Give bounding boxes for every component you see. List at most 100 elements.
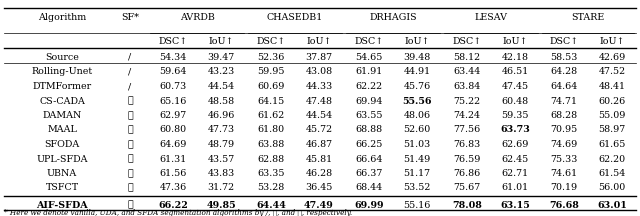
Text: 63.35: 63.35: [257, 169, 285, 178]
Text: 66.22: 66.22: [158, 200, 188, 210]
Text: /: /: [129, 82, 132, 91]
Text: 37.87: 37.87: [305, 52, 333, 62]
Text: DSC↑: DSC↑: [257, 37, 285, 46]
Text: AIF-SFDA: AIF-SFDA: [36, 200, 88, 210]
Text: 49.85: 49.85: [206, 200, 236, 210]
Text: 42.18: 42.18: [502, 52, 529, 62]
Text: IoU↑: IoU↑: [307, 37, 332, 46]
Text: 46.87: 46.87: [305, 140, 333, 149]
Text: 61.62: 61.62: [257, 111, 285, 120]
Text: 62.20: 62.20: [598, 154, 625, 164]
Text: ✓: ✓: [127, 154, 133, 164]
Text: 74.69: 74.69: [550, 140, 578, 149]
Text: 46.96: 46.96: [207, 111, 235, 120]
Text: 62.88: 62.88: [257, 154, 285, 164]
Text: ✓: ✓: [127, 169, 133, 178]
Text: 47.73: 47.73: [207, 125, 235, 135]
Text: ✗: ✗: [127, 125, 133, 135]
Text: 48.79: 48.79: [207, 140, 235, 149]
Text: 68.28: 68.28: [550, 111, 577, 120]
Text: 75.22: 75.22: [453, 97, 481, 105]
Text: 47.52: 47.52: [598, 67, 625, 76]
Text: 53.52: 53.52: [403, 184, 431, 192]
Text: 39.48: 39.48: [403, 52, 431, 62]
Text: AVRDB: AVRDB: [180, 13, 214, 22]
Text: Rolling-Unet: Rolling-Unet: [31, 67, 93, 76]
Text: 59.35: 59.35: [501, 111, 529, 120]
Text: LESAV: LESAV: [474, 13, 508, 22]
Text: * Here we denote vanilla, UDA, and SFDA segmentation algorithms by /, ✗, and ✓, : * Here we denote vanilla, UDA, and SFDA …: [4, 209, 352, 216]
Text: 63.15: 63.15: [500, 200, 530, 210]
Text: 65.16: 65.16: [159, 97, 187, 105]
Text: MAAL: MAAL: [47, 125, 77, 135]
Text: IoU↑: IoU↑: [502, 37, 528, 46]
Text: 63.01: 63.01: [597, 200, 627, 210]
Text: 51.17: 51.17: [403, 169, 431, 178]
Text: ✓: ✓: [127, 184, 133, 192]
Text: SF*: SF*: [121, 13, 139, 22]
Text: 63.84: 63.84: [453, 82, 481, 91]
Text: 59.64: 59.64: [159, 67, 187, 76]
Text: 47.48: 47.48: [305, 97, 333, 105]
Text: 43.08: 43.08: [305, 67, 333, 76]
Text: 62.22: 62.22: [355, 82, 383, 91]
Text: 61.65: 61.65: [598, 140, 626, 149]
Text: 66.25: 66.25: [355, 140, 383, 149]
Text: 60.80: 60.80: [159, 125, 187, 135]
Text: DAMAN: DAMAN: [42, 111, 82, 120]
Text: 44.54: 44.54: [207, 82, 235, 91]
Text: 70.95: 70.95: [550, 125, 578, 135]
Text: 52.36: 52.36: [257, 52, 285, 62]
Text: CHASEDB1: CHASEDB1: [267, 13, 323, 22]
Text: 61.56: 61.56: [159, 169, 187, 178]
Text: 51.49: 51.49: [403, 154, 431, 164]
Text: 43.57: 43.57: [207, 154, 235, 164]
Text: IoU↑: IoU↑: [599, 37, 625, 46]
Text: 53.28: 53.28: [257, 184, 285, 192]
Text: 77.56: 77.56: [453, 125, 481, 135]
Text: ✓: ✓: [127, 200, 133, 210]
Text: Algorithm: Algorithm: [38, 13, 86, 22]
Text: TSFCT: TSFCT: [45, 184, 79, 192]
Text: ✗: ✗: [127, 97, 133, 105]
Text: IoU↑: IoU↑: [208, 37, 234, 46]
Text: 64.15: 64.15: [257, 97, 285, 105]
Text: ✓: ✓: [127, 140, 133, 149]
Text: 51.03: 51.03: [403, 140, 431, 149]
Text: 64.44: 64.44: [256, 200, 286, 210]
Text: 46.51: 46.51: [501, 67, 529, 76]
Text: 58.97: 58.97: [598, 125, 626, 135]
Text: 44.91: 44.91: [403, 67, 431, 76]
Text: DSC↑: DSC↑: [549, 37, 579, 46]
Text: Source: Source: [45, 52, 79, 62]
Text: 47.36: 47.36: [159, 184, 187, 192]
Text: 60.73: 60.73: [159, 82, 187, 91]
Text: 64.64: 64.64: [550, 82, 578, 91]
Text: 74.61: 74.61: [550, 169, 577, 178]
Text: 64.69: 64.69: [159, 140, 187, 149]
Text: 61.80: 61.80: [257, 125, 285, 135]
Text: 60.69: 60.69: [257, 82, 285, 91]
Text: 36.45: 36.45: [305, 184, 333, 192]
Text: 61.01: 61.01: [501, 184, 529, 192]
Text: 54.65: 54.65: [355, 52, 383, 62]
Text: 61.91: 61.91: [355, 67, 383, 76]
Text: 76.86: 76.86: [453, 169, 481, 178]
Text: 43.23: 43.23: [207, 67, 235, 76]
Text: 63.55: 63.55: [355, 111, 383, 120]
Text: 44.54: 44.54: [305, 111, 333, 120]
Text: 48.41: 48.41: [598, 82, 625, 91]
Text: 44.33: 44.33: [305, 82, 333, 91]
Text: 47.45: 47.45: [501, 82, 529, 91]
Text: 61.54: 61.54: [598, 169, 626, 178]
Text: 69.94: 69.94: [355, 97, 383, 105]
Text: 68.44: 68.44: [355, 184, 383, 192]
Text: SFODA: SFODA: [44, 140, 79, 149]
Text: 59.95: 59.95: [257, 67, 285, 76]
Text: 46.28: 46.28: [305, 169, 333, 178]
Text: 61.31: 61.31: [159, 154, 187, 164]
Text: 52.60: 52.60: [403, 125, 431, 135]
Text: 54.34: 54.34: [159, 52, 187, 62]
Text: /: /: [129, 52, 132, 62]
Text: 56.00: 56.00: [598, 184, 626, 192]
